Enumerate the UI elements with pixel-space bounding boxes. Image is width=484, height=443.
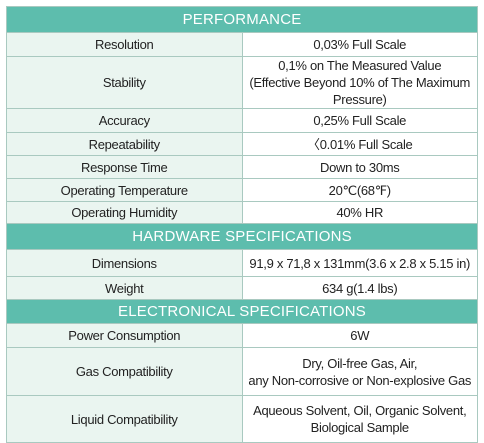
value-line: 634 g(1.4 lbs) [322,280,398,296]
value-line: 0,03% Full Scale [313,37,407,52]
section-row: HARDWARE SPECIFICATIONS [6,223,478,250]
value-line: 20℃(68℉) [328,182,391,198]
spec-label: Weight [6,276,243,300]
spec-value: 〈0.01% Full Scale [241,132,478,156]
spec-value: Aqueous Solvent, Oil, Organic Solvent, Bi… [241,395,478,443]
value-line: Dry, Oil-free Gas, Air, [302,355,418,371]
section-row: PERFORMANCE [6,6,478,33]
spec-label: Gas Compatibility [6,347,243,396]
spec-label: Dimensions [6,249,243,277]
spec-label: Resolution [6,32,243,57]
section-title: PERFORMANCE [6,6,478,33]
value-line: 91,9 x 71,8 x 131mm(3.6 x 2.8 x 5.15 in) [249,255,471,271]
value-line: 0,25% Full Scale [313,113,407,128]
section-row: ELECTRONICAL SPECIFICATIONS [6,299,478,324]
spec-row: Accuracy 0,25% Full Scale [6,108,478,133]
spec-row: Power Consumption 6W [6,323,478,348]
spec-row: Gas Compatibility Dry, Oil-free Gas, Air,… [6,347,478,396]
value-line: 0,1% on The Measured Value [278,58,442,73]
spec-row: Resolution 0,03% Full Scale [6,32,478,57]
spec-label: Operating Humidity [6,201,243,224]
spec-value: 20℃(68℉) [241,178,478,202]
spec-row: Stability 0,1% on The Measured Value (Effe… [6,56,478,109]
spec-label: Accuracy [6,108,243,133]
spec-row: Dimensions 91,9 x 71,8 x 131mm(3.6 x 2.8 … [6,249,478,277]
spec-value: Down to 30ms [241,155,478,179]
spec-label: Response Time [6,155,243,179]
value-line: Biological Sample [310,420,410,435]
spec-value: 0,25% Full Scale [241,108,478,133]
value-line: (Effective Beyond 10% of The Maximum Pre… [249,75,471,107]
spec-row: Response Time Down to 30ms [6,155,478,179]
spec-row: Operating Temperature 20℃(68℉) [6,178,478,202]
spec-value: 634 g(1.4 lbs) [241,276,478,300]
value-line: 6W [350,328,370,343]
spec-value: 40% HR [241,201,478,224]
spec-value: 91,9 x 71,8 x 131mm(3.6 x 2.8 x 5.15 in) [241,249,478,277]
spec-row: Liquid Compatibility Aqueous Solvent, Oil… [6,395,478,443]
value-line: Aqueous Solvent, Oil, Organic Solvent, [253,403,467,418]
spec-label: Liquid Compatibility [6,395,243,443]
spec-label: Repeatability [6,132,243,156]
spec-label: Stability [6,56,243,109]
spec-label: Power Consumption [6,323,243,348]
value-line: any Non-corrosive or Non-explosive Gas [248,372,472,388]
spec-row: Repeatability 〈0.01% Full Scale [6,132,478,156]
spec-value: 0,1% on The Measured Value (Effective Bey… [241,56,478,109]
value-line: 40% HR [336,205,384,220]
value-line: 〈0.01% Full Scale [307,136,413,152]
value-line: Down to 30ms [320,159,400,175]
spec-label: Operating Temperature [6,178,243,202]
spec-value: 0,03% Full Scale [241,32,478,57]
spec-value: Dry, Oil-free Gas, Air, any Non-corrosive… [241,347,478,396]
spec-table: PERFORMANCE Resolution 0,03% Full Scale Sta… [6,6,478,443]
section-title: ELECTRONICAL SPECIFICATIONS [6,299,478,324]
spec-row: Weight 634 g(1.4 lbs) [6,276,478,300]
spec-row: Operating Humidity 40% HR [6,201,478,224]
section-title: HARDWARE SPECIFICATIONS [6,223,478,250]
spec-value: 6W [241,323,478,348]
